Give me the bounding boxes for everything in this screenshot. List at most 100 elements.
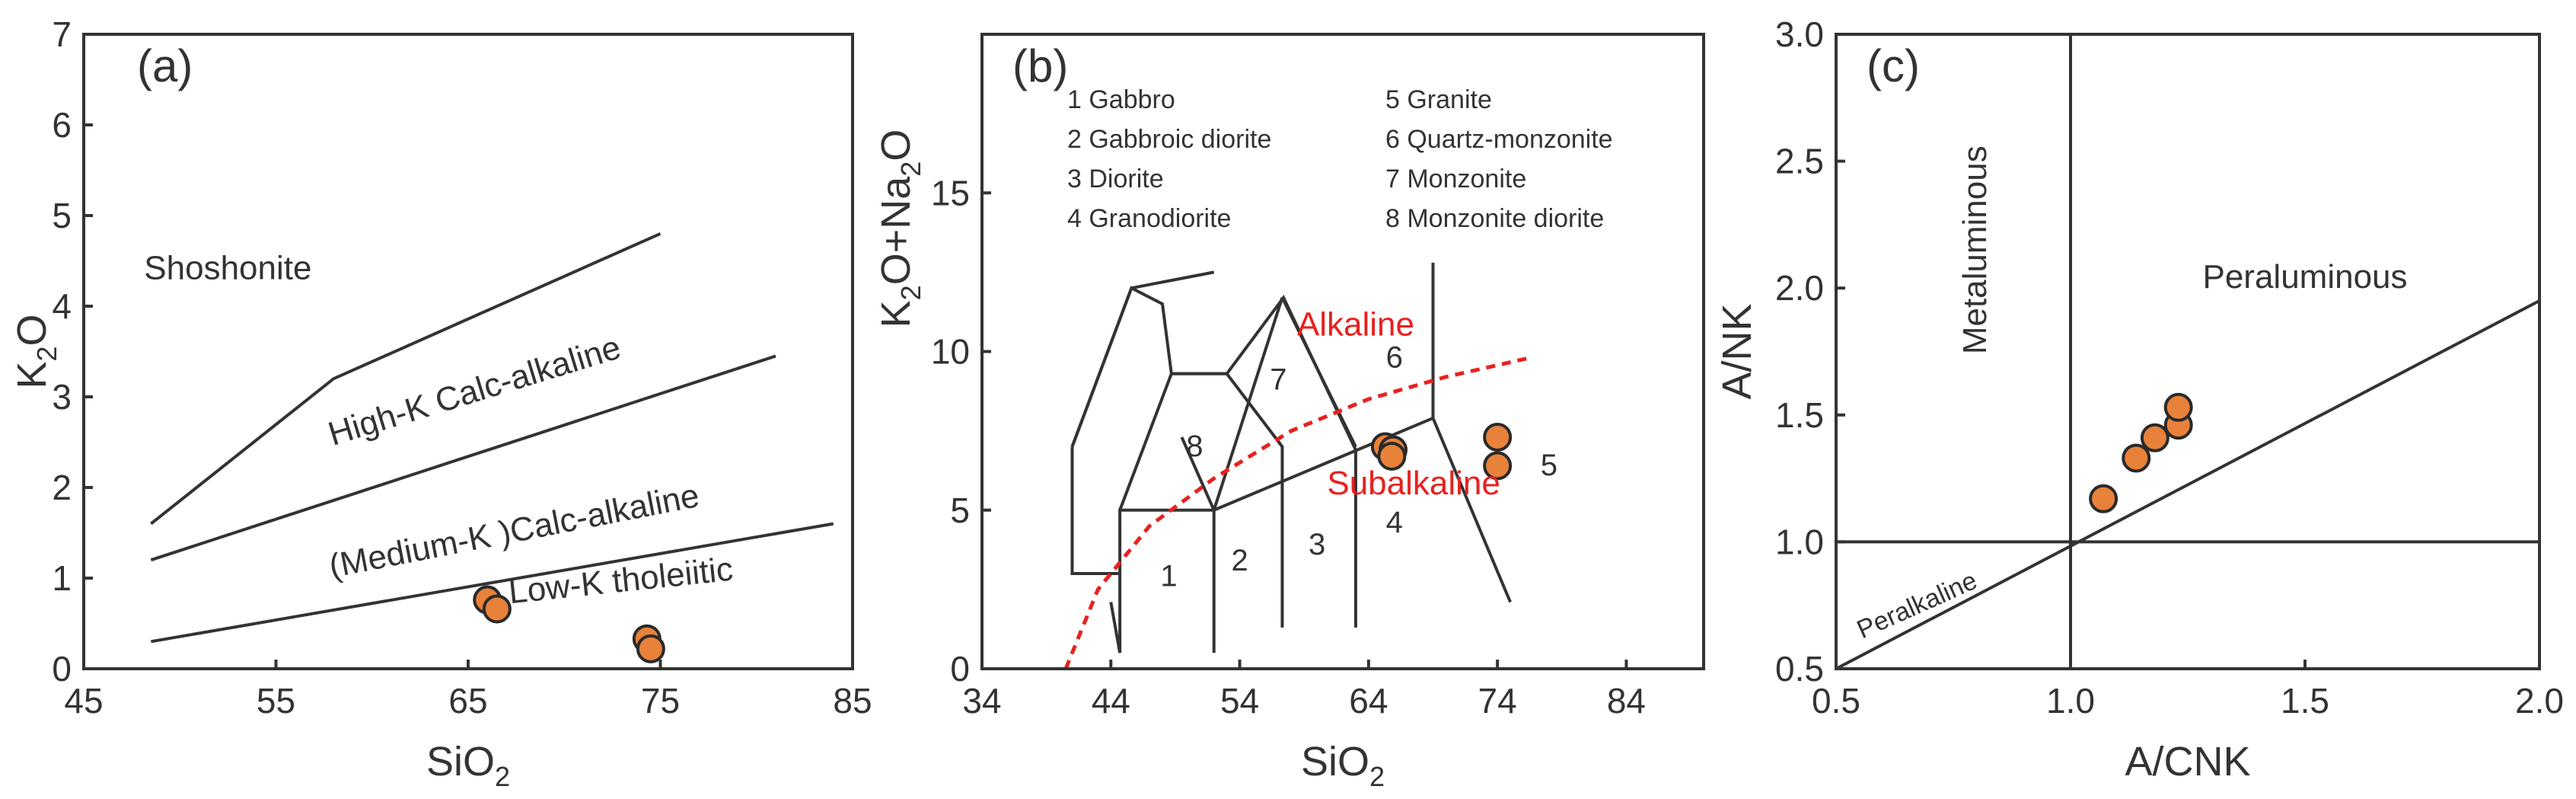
panel-c-points (2089, 392, 2193, 513)
panel-a-x-axis-title-main: SiO (426, 739, 495, 785)
legend-item-7: 7 Monzonite (1385, 165, 1526, 193)
panel-b-y-axis-title-pre: K (873, 300, 919, 328)
field-boundary (1213, 416, 1512, 603)
x-tick-label: 2.0 (2515, 681, 2564, 721)
field-boundary (1070, 446, 1121, 576)
x-tick-label: 54 (1220, 681, 1259, 721)
panel-b-field-lines (1070, 262, 1512, 654)
y-tick-label: 4 (52, 286, 72, 326)
panel-b-y-axis-title-post: O (873, 129, 919, 161)
panel-c: Metaluminous Peraluminous Peralkaline 0.5 1… (1714, 14, 2564, 785)
legend-item-1: 1 Gabbro (1067, 85, 1175, 114)
panel-b-legend: 1 Gabbro 2 Gabbroic diorite 3 Diorite 4 … (1067, 85, 1613, 233)
field-label: Metaluminous (1956, 145, 1994, 354)
panel-c-label: (c) (1867, 40, 1920, 91)
panel-a-y-ticks: 0 1 2 3 4 5 6 7 (52, 14, 93, 689)
field-boundary (1180, 436, 1216, 511)
x-tick-label: 74 (1478, 681, 1517, 721)
legend-item-6: 6 Quartz-monzonite (1385, 125, 1613, 154)
field-number: 3 (1309, 528, 1325, 561)
field-boundary (1226, 372, 1284, 628)
panel-b-x-axis-title-main: SiO (1301, 739, 1369, 785)
x-tick-label: 44 (1092, 681, 1130, 721)
boundary-line (150, 354, 776, 562)
y-tick-label: 1.0 (1775, 522, 1824, 561)
field-number: 6 (1386, 340, 1403, 374)
data-point (482, 594, 512, 624)
data-point (1377, 441, 1407, 471)
data-point (1483, 451, 1513, 481)
legend-item-4: 4 Granodiorite (1067, 204, 1231, 233)
x-tick-label: 1.5 (2281, 681, 2329, 721)
boundary-line (150, 232, 662, 526)
panel-c-lines (1835, 34, 2540, 670)
panel-b-x-axis-title-sub: 2 (1369, 761, 1385, 792)
y-tick-label: 2.0 (1775, 268, 1824, 308)
field-label: Shoshonite (144, 249, 311, 286)
subalkaline-label: Subalkaline (1327, 465, 1500, 502)
field-label: Peralkaline (1853, 566, 1981, 644)
x-tick-label: 34 (962, 681, 1001, 721)
x-tick-label: 55 (257, 681, 295, 721)
boundary-line (151, 522, 834, 644)
panel-a-y-axis-title: K2O (9, 314, 62, 388)
panel-b-x-axis-title: SiO2 (1301, 739, 1385, 792)
alkaline-label: Alkaline (1297, 306, 1414, 344)
y-tick-label: 5 (950, 491, 970, 530)
y-tick-label: 2 (52, 468, 72, 507)
field-number: 7 (1270, 363, 1286, 396)
x-tick-label: 64 (1349, 681, 1388, 721)
field-number: 5 (1541, 449, 1557, 482)
panel-a-points (473, 585, 665, 663)
panel-a-boundaries (150, 232, 834, 644)
data-point (1483, 422, 1513, 452)
legend-item-8: 8 Monzonite diorite (1385, 204, 1604, 233)
panel-c-x-ticks: 0.5 1.0 1.5 2.0 (1812, 660, 2564, 721)
panel-c-y-ticks: 0.5 1.0 1.5 2.0 2.5 3.0 (1775, 14, 1845, 689)
y-tick-label: 5 (52, 196, 72, 235)
panel-c-x-axis-title: A/CNK (2125, 739, 2250, 785)
field-number: 1 (1160, 560, 1177, 593)
y-tick-label: 0.5 (1775, 649, 1824, 689)
panel-a-x-axis-title: SiO2 (426, 739, 510, 792)
data-point (2163, 392, 2193, 422)
panel-b-x-ticks: 34 44 54 64 74 84 (962, 660, 1646, 721)
x-tick-label: 0.5 (1812, 681, 1860, 721)
field-label: High-K Calc-alkaline (324, 328, 626, 452)
panel-c-y-axis-title: A/NK (1714, 303, 1760, 399)
y-tick-label: 1.5 (1775, 395, 1824, 435)
panel-b-label: (b) (1012, 40, 1068, 91)
panel-b-y-axis-title-sub1: 2 (895, 285, 926, 300)
y-tick-label: 15 (931, 173, 970, 213)
field-boundary (1118, 372, 1227, 511)
legend-item-3: 3 Diorite (1067, 165, 1164, 193)
y-tick-label: 3.0 (1775, 14, 1824, 54)
y-tick-label: 0 (950, 649, 970, 689)
x-tick-label: 84 (1607, 681, 1646, 721)
field-number: 2 (1231, 544, 1248, 577)
field-label: Peraluminous (2202, 258, 2407, 296)
legend-item-5: 5 Granite (1385, 85, 1492, 114)
field-number: 8 (1186, 430, 1203, 463)
data-point (2140, 423, 2170, 452)
field-number: 4 (1386, 506, 1403, 539)
x-tick-label: 85 (833, 681, 872, 721)
panel-a-y-axis-title-pre: K (9, 362, 55, 389)
y-tick-label: 1 (52, 558, 72, 598)
panel-a-y-axis-title-sub: 2 (31, 346, 62, 361)
boundary-line (1835, 299, 2540, 670)
x-tick-label: 45 (64, 681, 103, 721)
data-point (2089, 484, 2119, 513)
panel-b-y-ticks: 0 5 10 15 (931, 173, 991, 689)
y-tick-label: 2.5 (1775, 142, 1824, 181)
y-tick-label: 6 (52, 105, 72, 145)
panel-c-fields: Metaluminous Peraluminous Peralkaline (1853, 145, 2408, 644)
panel-b-y-axis-title: K2O+Na2O (873, 129, 926, 328)
y-tick-label: 10 (931, 332, 970, 372)
y-tick-label: 0 (52, 649, 72, 689)
field-boundary (1070, 270, 1215, 448)
panel-b-y-axis-title-mid: O+Na (873, 176, 919, 286)
panel-a-y-axis-title-post: O (9, 314, 55, 346)
panel-a-x-axis-title-sub: 2 (495, 761, 510, 792)
